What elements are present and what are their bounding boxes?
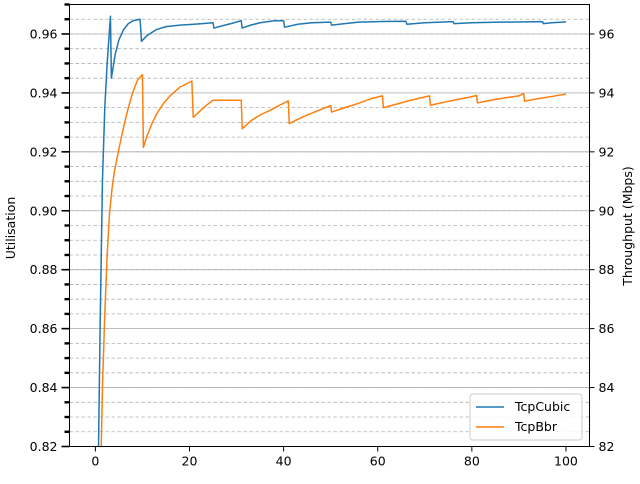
legend: TcpCubic TcpBbr	[469, 393, 583, 441]
series-lines	[97, 15, 567, 447]
x-tick-label: 0	[91, 454, 99, 469]
y-tick-label: 0.90	[30, 203, 58, 218]
y-axis-title: Utilisation	[3, 197, 18, 260]
x-tick-label: 40	[276, 454, 292, 469]
y2-tick-label: 86	[599, 321, 615, 336]
y-tick-label: 0.86	[30, 321, 58, 336]
y-tick-label: 0.94	[30, 85, 58, 100]
y2-axis-title: Throughput (Mbps)	[620, 166, 635, 287]
legend-label-tcpbbr: TcpBbr	[514, 419, 558, 434]
y2-tick-label: 94	[599, 85, 615, 100]
y2-tick-label: 88	[599, 262, 615, 277]
y2-tick-label: 92	[599, 144, 615, 159]
y2-tick-label: 82	[599, 439, 615, 454]
y2-tick-label: 84	[599, 380, 615, 395]
x-tick-label: 80	[464, 454, 480, 469]
series-line-tcpcubic	[97, 15, 567, 447]
y2-tick-label: 96	[599, 26, 615, 41]
x-tick-label: 60	[370, 454, 386, 469]
y-tick-label: 0.84	[30, 380, 58, 395]
series-line-tcpbbr	[100, 73, 567, 447]
y2-tick-label: 90	[599, 203, 615, 218]
x-tick-label: 20	[182, 454, 198, 469]
y-tick-label: 0.82	[30, 439, 58, 454]
x-tick-label: 100	[554, 454, 578, 469]
y-tick-label: 0.96	[30, 26, 58, 41]
y-tick-label: 0.92	[30, 144, 58, 159]
axes: 0 20 40 60 80 100 0.82 0.84 0.86 0.88 0.90 0.92 0.94…	[30, 3, 615, 469]
legend-box	[469, 393, 583, 441]
legend-label-tcpcubic: TcpCubic	[514, 399, 570, 414]
grid-lines	[69, 4, 590, 447]
y-tick-label: 0.88	[30, 262, 58, 277]
